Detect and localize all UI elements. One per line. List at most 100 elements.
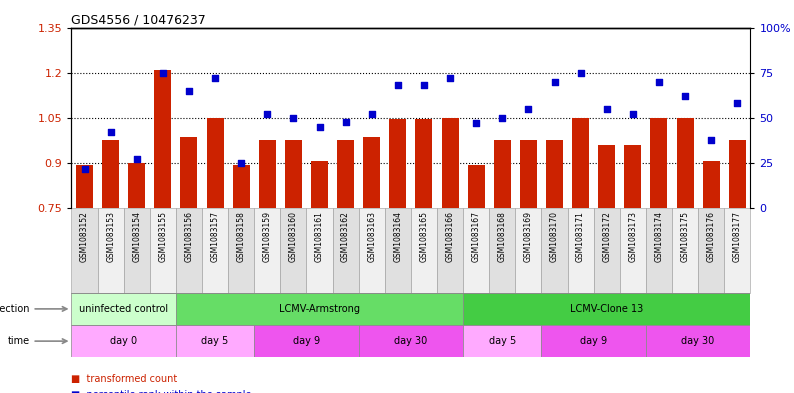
Point	[313, 124, 326, 130]
Point	[522, 106, 534, 112]
Bar	[542, 208, 568, 293]
Text: GSM1083155: GSM1083155	[158, 211, 168, 262]
Bar	[337, 141, 354, 208]
Point	[365, 111, 378, 118]
Bar	[71, 208, 98, 293]
Text: GSM1083169: GSM1083169	[524, 211, 533, 262]
Bar	[98, 208, 124, 293]
Bar	[411, 208, 437, 293]
Bar	[206, 118, 224, 208]
Point	[600, 106, 613, 112]
Point	[261, 111, 274, 118]
Point	[470, 120, 483, 127]
Bar	[415, 119, 433, 208]
Bar	[441, 118, 459, 208]
Text: GSM1083174: GSM1083174	[654, 211, 664, 262]
Text: GSM1083164: GSM1083164	[393, 211, 403, 262]
Text: day 30: day 30	[395, 336, 427, 346]
Bar	[646, 208, 672, 293]
Point	[183, 88, 195, 94]
Text: day 0: day 0	[110, 336, 137, 346]
Text: GSM1083173: GSM1083173	[628, 211, 638, 262]
Bar	[646, 325, 750, 357]
Bar	[672, 208, 698, 293]
Text: day 5: day 5	[488, 336, 516, 346]
Bar	[703, 161, 719, 208]
Bar	[542, 325, 646, 357]
Text: GSM1083165: GSM1083165	[419, 211, 429, 262]
Bar	[76, 165, 93, 208]
Bar	[311, 161, 328, 208]
Text: GSM1083152: GSM1083152	[80, 211, 89, 262]
Point	[104, 129, 117, 136]
Bar	[676, 118, 693, 208]
Text: GSM1083160: GSM1083160	[289, 211, 298, 262]
Point	[626, 111, 639, 118]
Bar	[306, 208, 333, 293]
Point	[78, 165, 91, 172]
Bar	[729, 141, 746, 208]
Point	[418, 82, 430, 88]
Point	[130, 156, 143, 163]
Bar	[515, 208, 542, 293]
Point	[287, 115, 300, 121]
Bar	[494, 141, 511, 208]
Text: ■  transformed count: ■ transformed count	[71, 374, 178, 384]
Point	[339, 118, 352, 125]
Point	[574, 70, 587, 76]
Point	[653, 79, 665, 85]
Bar	[624, 145, 642, 208]
Text: GSM1083168: GSM1083168	[498, 211, 507, 262]
Bar	[572, 118, 589, 208]
Bar	[463, 325, 542, 357]
Text: GSM1083158: GSM1083158	[237, 211, 245, 262]
Point	[235, 160, 248, 166]
Bar	[333, 208, 359, 293]
Text: day 5: day 5	[202, 336, 229, 346]
Bar	[620, 208, 646, 293]
Bar	[437, 208, 463, 293]
Bar	[650, 118, 668, 208]
Text: uninfected control: uninfected control	[79, 304, 168, 314]
Text: GSM1083167: GSM1083167	[472, 211, 480, 262]
Bar	[389, 119, 407, 208]
Text: GSM1083176: GSM1083176	[707, 211, 715, 262]
Text: GSM1083166: GSM1083166	[445, 211, 454, 262]
Text: GSM1083154: GSM1083154	[133, 211, 141, 262]
Bar	[385, 208, 411, 293]
Text: GSM1083159: GSM1083159	[263, 211, 272, 262]
Bar	[363, 138, 380, 208]
Bar	[285, 141, 302, 208]
Text: GSM1083161: GSM1083161	[315, 211, 324, 262]
Text: day 30: day 30	[681, 336, 715, 346]
Point	[548, 79, 561, 85]
Bar	[176, 293, 463, 325]
Bar	[359, 208, 385, 293]
Text: GSM1083177: GSM1083177	[733, 211, 742, 262]
Bar	[124, 208, 150, 293]
Bar	[463, 293, 750, 325]
Text: GSM1083170: GSM1083170	[550, 211, 559, 262]
Bar	[129, 163, 145, 208]
Bar	[359, 325, 463, 357]
Text: LCMV-Armstrong: LCMV-Armstrong	[279, 304, 360, 314]
Bar	[594, 208, 620, 293]
Text: GDS4556 / 10476237: GDS4556 / 10476237	[71, 13, 206, 26]
Text: ■  percentile rank within the sample: ■ percentile rank within the sample	[71, 389, 252, 393]
Bar	[71, 293, 176, 325]
Bar	[154, 70, 172, 208]
Point	[209, 75, 222, 81]
Bar	[202, 208, 228, 293]
Text: infection: infection	[0, 304, 29, 314]
Text: time: time	[8, 336, 29, 346]
Text: GSM1083156: GSM1083156	[184, 211, 194, 262]
Text: GSM1083163: GSM1083163	[368, 211, 376, 262]
Bar	[598, 145, 615, 208]
Text: GSM1083175: GSM1083175	[680, 211, 689, 262]
Text: GSM1083157: GSM1083157	[210, 211, 220, 262]
Point	[444, 75, 457, 81]
Bar	[568, 208, 594, 293]
Bar	[233, 165, 249, 208]
Bar	[180, 138, 198, 208]
Bar	[150, 208, 176, 293]
